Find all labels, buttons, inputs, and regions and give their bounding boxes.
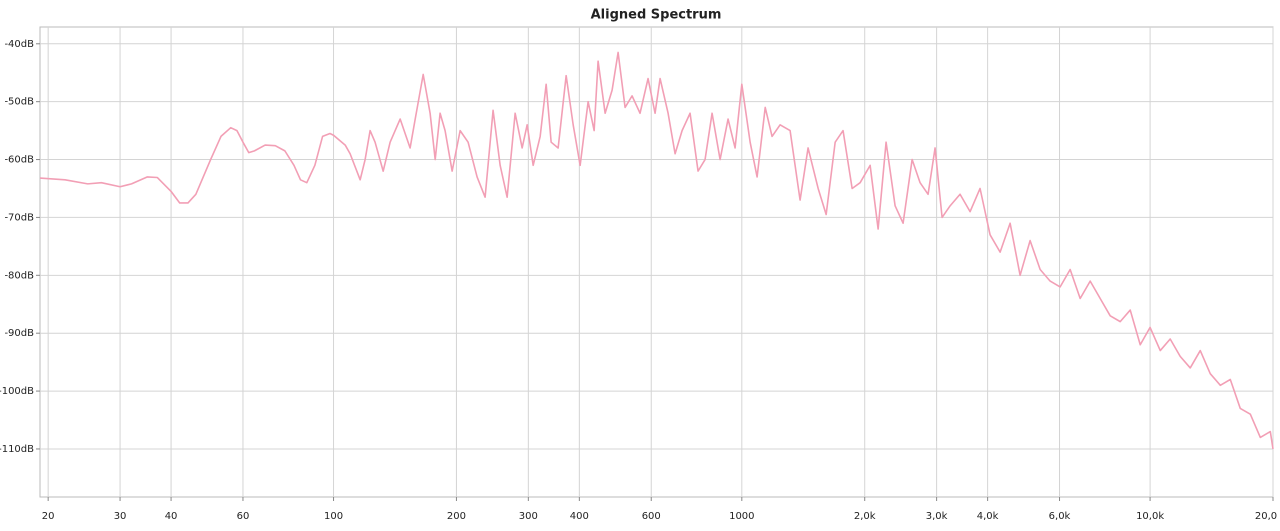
y-tick-label: -60dB [4, 155, 34, 166]
x-tick-label: 20 [42, 511, 55, 522]
y-tick-label: -70dB [4, 212, 34, 223]
y-tick-label: -50dB [4, 97, 34, 108]
y-tick-label: -40dB [4, 39, 34, 50]
x-tick-label: 600 [642, 511, 661, 522]
x-tick-label: 200 [447, 511, 466, 522]
x-tick-label: 1000 [729, 511, 754, 522]
y-tick-label: -110dB [0, 444, 34, 455]
x-tick-label: 30 [114, 511, 127, 522]
chart-title: Aligned Spectrum [591, 8, 722, 23]
plot-frame [39, 26, 1274, 498]
x-tick-label: 3,0k [926, 511, 948, 522]
x-tick-label: 10,0k [1136, 511, 1164, 522]
x-tick-label: 100 [324, 511, 343, 522]
x-tick-label: 60 [237, 511, 250, 522]
y-tick-label: -80dB [4, 270, 34, 281]
x-tick-label: 40 [165, 511, 178, 522]
x-tick-label: 6,0k [1049, 511, 1071, 522]
y-tick-label: -100dB [0, 386, 34, 397]
spectrum-line [39, 51, 1274, 450]
x-tick-label: 400 [570, 511, 589, 522]
y-tick-label: -90dB [4, 328, 34, 339]
x-tick-label: 300 [519, 511, 538, 522]
x-tick-label: 20,0 [1255, 511, 1277, 522]
x-tick-label: 4,0k [977, 511, 999, 522]
x-tick-label: 2,0k [854, 511, 876, 522]
